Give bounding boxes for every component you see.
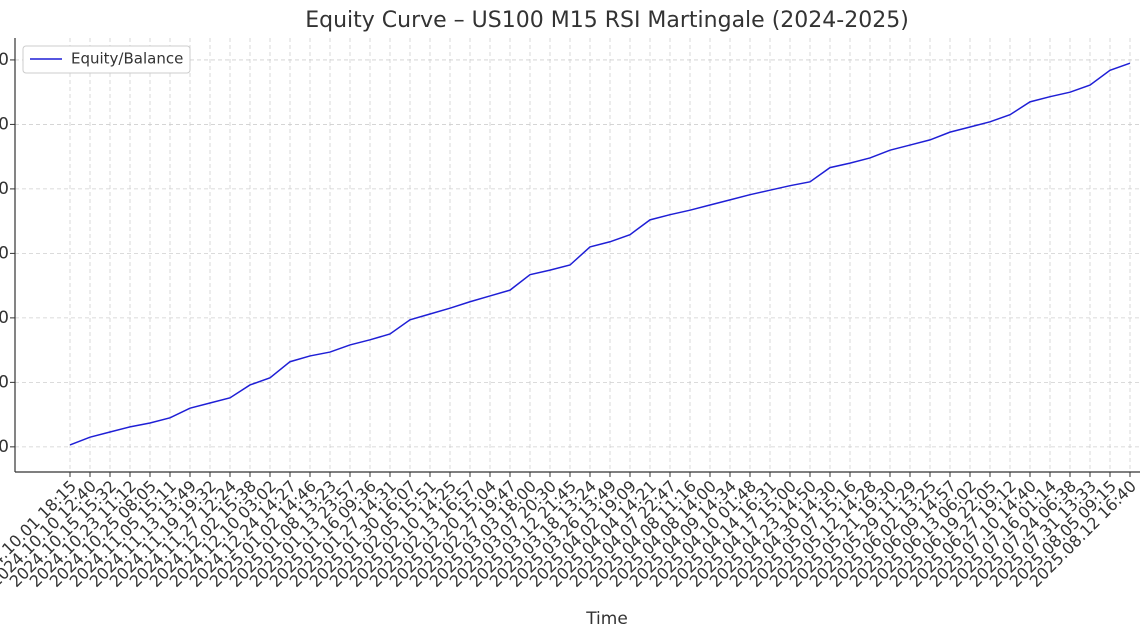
chart-title: Equity Curve – US100 M15 RSI Martingale …: [305, 8, 909, 33]
legend-label: Equity/Balance: [71, 50, 183, 68]
x-axis-label: Time: [585, 609, 628, 629]
y-tick-label: 11000: [0, 372, 9, 392]
legend: Equity/Balance: [22, 45, 191, 74]
equity-line: [69, 62, 1131, 446]
y-tick-label: 15000: [0, 114, 9, 134]
y-tick-label: 10000: [0, 437, 9, 457]
y-tick-label: 16000: [0, 50, 9, 70]
y-tick-label: 14000: [0, 179, 9, 199]
y-tick-label: 12000: [0, 308, 9, 328]
y-tick-label: 13000: [0, 243, 9, 263]
legend-box: [22, 45, 191, 74]
